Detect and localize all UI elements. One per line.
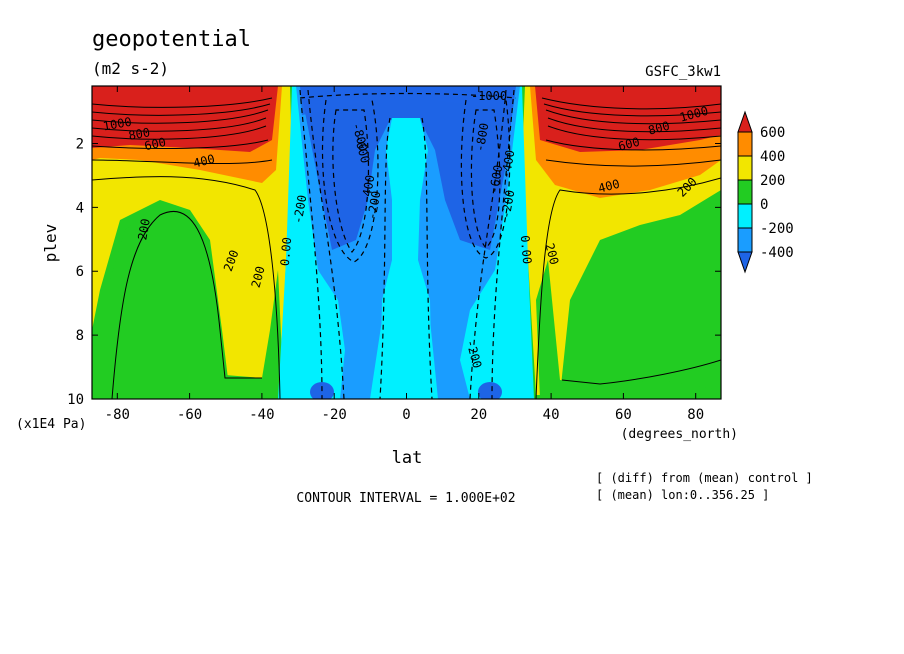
contour-label: -1000 — [471, 89, 507, 103]
footer-note-2: [ (mean) lon:0..356.25 ] — [596, 488, 769, 502]
contour-label: 200 — [249, 265, 268, 290]
colorbar: 600 400 200 0 -200 -400 — [737, 110, 794, 274]
contour-label-group: 10008006004002002002000.00-600-800-400-2… — [102, 89, 710, 370]
contour-label: 400 — [597, 177, 622, 196]
contour-label: 800 — [647, 119, 672, 138]
contour-label: -800 — [473, 122, 492, 153]
y-tick-label: 6 — [76, 264, 84, 280]
band-0-right-inner — [536, 260, 721, 399]
contour-label: 1000 — [102, 115, 133, 134]
x-tick-label: -80 — [105, 407, 130, 423]
contour-label: 200 — [221, 248, 242, 273]
contour-label: 200 — [542, 242, 561, 267]
band-neg800 — [300, 86, 516, 115]
blob-right — [478, 382, 502, 399]
chart-units: (m2 s-2) — [92, 59, 169, 78]
colorbar-label: -400 — [760, 245, 794, 261]
colorbar-segment — [737, 203, 753, 229]
contour-label: -400 — [359, 174, 378, 205]
band-0-left-inner — [110, 205, 284, 399]
top-core — [390, 120, 422, 140]
y-tick-label: 4 — [76, 200, 84, 216]
x-tick-label: 20 — [470, 407, 487, 423]
x-tick-label: -20 — [322, 407, 347, 423]
contour-interval: CONTOUR INTERVAL = 1.000E+02 — [296, 491, 515, 506]
colorbar-label: 200 — [760, 173, 785, 189]
chart-title: geopotential — [92, 27, 251, 52]
y-axis-title: plev — [41, 224, 60, 263]
band-600-right — [535, 86, 721, 152]
x-tick-label: 80 — [687, 407, 704, 423]
contour-label: 600 — [143, 135, 167, 153]
contour-label: 800 — [127, 125, 151, 143]
colorbar-segment — [737, 227, 753, 253]
band-neg600 — [300, 86, 516, 250]
x-tick-label: 40 — [543, 407, 560, 423]
colorbar-label: 600 — [760, 125, 785, 141]
contour-label: 200 — [135, 217, 153, 241]
colorbar-label: -200 — [760, 221, 794, 237]
colorbar-cap-top — [737, 110, 753, 133]
contour-label: 600 — [617, 135, 642, 154]
x-axis: -80 -60 -40 -20 0 20 40 60 80 — [105, 86, 704, 423]
dataset-label: GSFC_3kw1 — [645, 64, 721, 80]
center-core — [380, 118, 432, 399]
contour-field — [92, 86, 721, 399]
y-axis-units: (x1E4 Pa) — [16, 417, 86, 432]
y-axis: 2 4 6 8 10 — [67, 136, 721, 408]
contour-label: -200 — [365, 190, 384, 221]
band-600-left — [92, 86, 278, 152]
y-tick-label: 2 — [76, 136, 84, 152]
contour-label: -200 — [499, 189, 518, 220]
colorbar-cap-bottom — [737, 251, 753, 274]
x-tick-label: -60 — [177, 407, 202, 423]
x-tick-label: 0 — [402, 407, 410, 423]
colorbar-segment — [737, 131, 753, 157]
x-axis-units: (degrees_north) — [621, 427, 738, 442]
contour-lines — [92, 97, 721, 399]
x-axis-title: lat — [392, 448, 423, 468]
negative-contours — [299, 89, 517, 399]
y-tick-label: 8 — [76, 328, 84, 344]
x-tick-label: 60 — [615, 407, 632, 423]
colorbar-label: 400 — [760, 149, 785, 165]
contour-label: 0.00 — [518, 235, 534, 265]
contour-label: 0.00 — [278, 237, 294, 267]
contour-label: -400 — [499, 149, 518, 180]
colorbar-segment — [737, 155, 753, 181]
x-tick-label: -40 — [249, 407, 274, 423]
colorbar-segment — [737, 179, 753, 205]
y-tick-label: 10 — [67, 392, 84, 408]
contour-label: -600 — [487, 164, 506, 195]
contour-label: 400 — [192, 152, 216, 171]
footer-note-1: [ (diff) from (mean) control ] — [596, 471, 813, 485]
contour-label: -200 — [291, 194, 310, 225]
colorbar-label: 0 — [760, 197, 768, 213]
